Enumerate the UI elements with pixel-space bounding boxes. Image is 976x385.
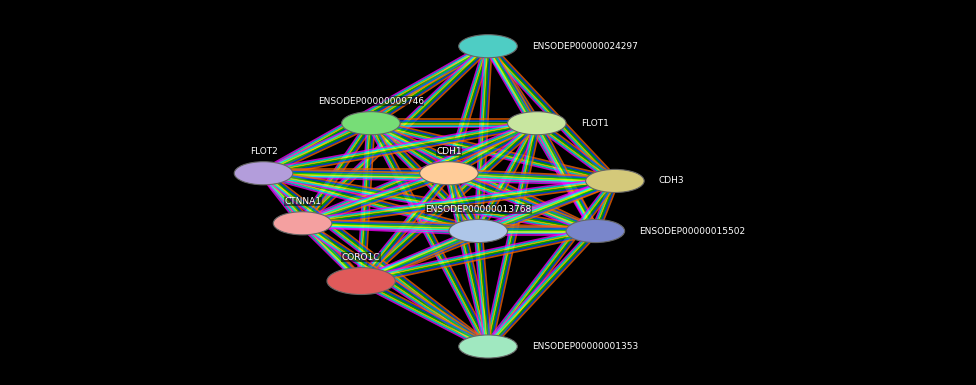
Circle shape (327, 268, 395, 295)
Text: CTNNA1: CTNNA1 (284, 197, 321, 206)
Circle shape (459, 35, 517, 58)
Circle shape (420, 162, 478, 185)
Circle shape (459, 335, 517, 358)
Text: ENSODEP00000013768: ENSODEP00000013768 (426, 205, 531, 214)
Circle shape (566, 219, 625, 243)
Text: CDH3: CDH3 (659, 176, 684, 186)
Text: ENSODEP00000015502: ENSODEP00000015502 (639, 226, 746, 236)
Circle shape (449, 219, 508, 243)
Circle shape (508, 112, 566, 135)
Circle shape (234, 162, 293, 185)
Text: CORO1C: CORO1C (342, 253, 381, 262)
Text: CDH1: CDH1 (436, 147, 462, 156)
Text: FLOT2: FLOT2 (250, 147, 277, 156)
Text: FLOT1: FLOT1 (581, 119, 609, 128)
Text: ENSODEP00000024297: ENSODEP00000024297 (532, 42, 637, 51)
Circle shape (342, 112, 400, 135)
Text: ENSODEP00000001353: ENSODEP00000001353 (532, 342, 638, 351)
Circle shape (586, 169, 644, 192)
Text: ENSODEP00000009746: ENSODEP00000009746 (318, 97, 424, 106)
Circle shape (273, 212, 332, 235)
